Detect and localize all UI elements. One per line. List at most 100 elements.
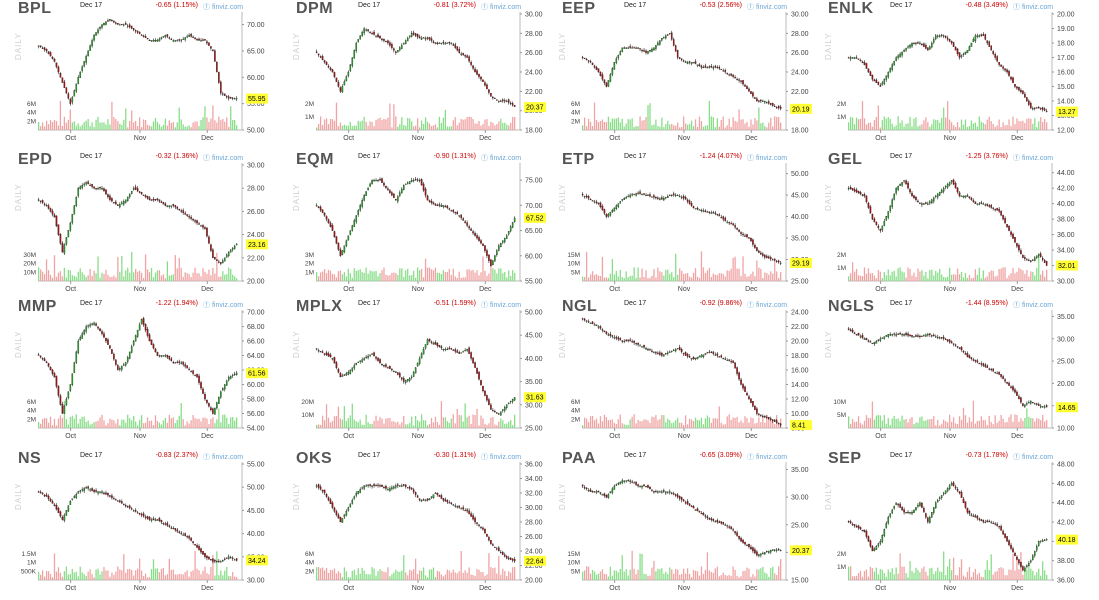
volume-bar — [740, 420, 741, 428]
volume-bar — [951, 275, 952, 281]
month-label: Dec — [745, 135, 758, 142]
volume-bar — [405, 126, 406, 130]
last-price-label: 67.52 — [526, 215, 544, 222]
volume-bar — [324, 120, 325, 130]
volume-bar — [983, 420, 984, 428]
candle-body — [143, 195, 144, 196]
volume-bar — [165, 575, 166, 580]
candle-body — [377, 358, 378, 360]
volume-bar — [955, 423, 956, 428]
candle-body — [82, 67, 83, 71]
candle-body — [504, 238, 505, 242]
candle-body — [413, 372, 414, 376]
volume-bar — [731, 269, 732, 281]
candle-body — [403, 378, 404, 381]
candle-body — [107, 21, 108, 22]
candle-body — [693, 62, 694, 63]
candle-body — [754, 98, 755, 99]
candle-body — [230, 557, 231, 558]
volume-tick-label: 2M — [305, 261, 314, 268]
candle-body — [584, 196, 585, 197]
volume-bar — [350, 577, 351, 580]
price-tick-label: 50.00 — [791, 171, 809, 178]
volume-bar — [939, 425, 940, 428]
volume-bar — [766, 127, 767, 130]
volume-bar — [470, 271, 471, 281]
volume-bar — [1028, 277, 1029, 281]
volume-bar — [391, 421, 392, 428]
candle-body — [149, 517, 150, 520]
candle-body — [508, 100, 509, 103]
volume-bar — [725, 575, 726, 580]
candle-body — [97, 188, 98, 189]
volume-bar — [200, 574, 201, 580]
volume-bar — [927, 278, 928, 281]
volume-bar — [139, 117, 140, 130]
candle-body — [592, 200, 593, 201]
candle-body — [155, 520, 156, 521]
candle-body — [661, 353, 662, 355]
candle-body — [62, 517, 63, 520]
volume-bar — [407, 575, 408, 580]
volume-bar — [594, 571, 595, 580]
candle-body — [683, 196, 684, 198]
price-tick-label: 10.00 — [791, 411, 809, 418]
candle-body — [496, 100, 497, 101]
volume-tick-label: 1M — [837, 114, 846, 121]
volume-bar — [949, 415, 950, 428]
volume-bar — [379, 273, 380, 281]
volume-bar — [185, 572, 186, 580]
candle-body — [171, 528, 172, 529]
candle-body — [669, 352, 670, 353]
candle-body — [1016, 87, 1017, 89]
volume-bar — [377, 276, 378, 281]
candle-body — [884, 337, 885, 339]
candle-body — [929, 47, 930, 50]
volume-bar — [981, 278, 982, 281]
candle-body — [681, 59, 682, 60]
candle-body — [713, 519, 714, 521]
candle-body — [480, 380, 481, 385]
candle-body — [736, 228, 737, 229]
volume-bar — [194, 551, 195, 580]
month-label: Oct — [343, 433, 354, 440]
price-tick-label: 60.00 — [247, 382, 265, 389]
volume-bar — [399, 268, 400, 281]
volume-bar — [121, 125, 122, 130]
volume-bar — [183, 574, 184, 580]
candle-body — [510, 401, 511, 402]
volume-bar — [681, 423, 682, 428]
candle-body — [328, 353, 329, 356]
month-label: Dec — [745, 286, 758, 293]
volume-bar — [991, 121, 992, 130]
candle-body — [119, 501, 120, 503]
volume-bar — [1018, 268, 1019, 281]
candle-body — [1034, 108, 1035, 109]
candle-body — [465, 350, 466, 351]
candle-body — [1036, 256, 1037, 258]
candle-body — [457, 506, 458, 507]
candle-body — [470, 229, 471, 231]
candle-body — [1016, 243, 1017, 246]
volume-bar — [54, 255, 55, 281]
volume-bar — [675, 254, 676, 281]
volume-bar — [117, 419, 118, 428]
candle-body — [498, 246, 499, 251]
volume-bar — [663, 574, 664, 580]
candle-body — [115, 499, 116, 500]
